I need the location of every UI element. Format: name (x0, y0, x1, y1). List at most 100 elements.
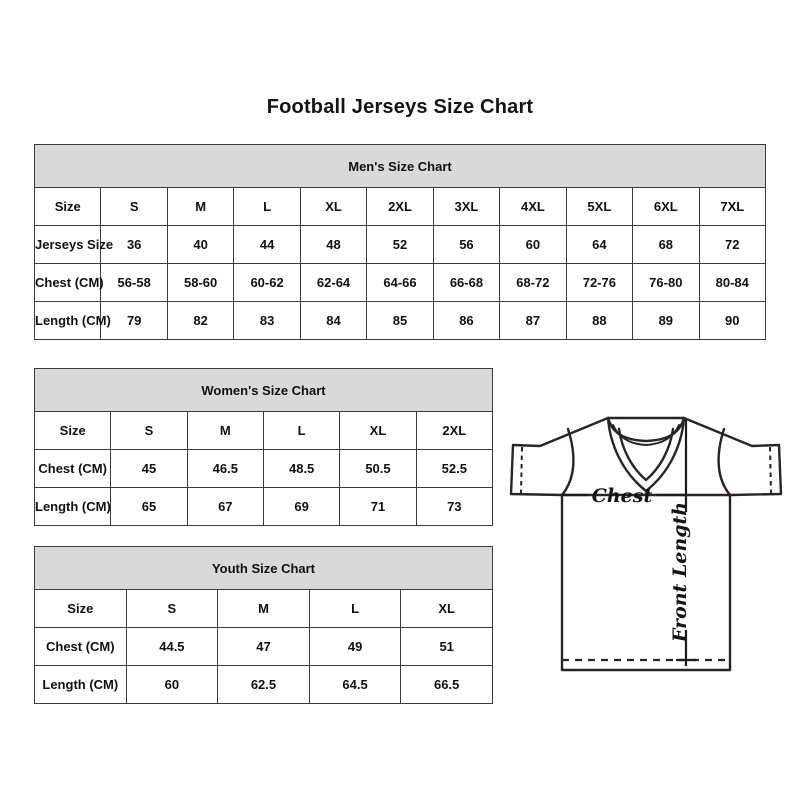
table-caption-row: Women's Size Chart (34, 368, 493, 412)
table-cell: L (262, 411, 341, 450)
table-cell: 68 (632, 225, 700, 264)
youth-size-chart-table: Youth Size Chart Size S M L XL Chest (CM… (34, 546, 493, 704)
table-cell: 48 (299, 225, 368, 264)
row-label: Length (CM) (33, 301, 111, 340)
table-row: Length (CM) 60 62.5 64.5 66.5 (34, 665, 493, 704)
table-cell: 48.5 (262, 449, 341, 488)
table-cell: S (125, 589, 219, 628)
table-cell: 49 (308, 627, 402, 666)
table-cell: XL (299, 187, 368, 226)
row-label: Size (34, 589, 127, 628)
table-cell: M (186, 411, 264, 450)
table-cell: 52.5 (415, 449, 494, 488)
table-cell: 88 (565, 301, 634, 340)
table-cell: 76-80 (632, 263, 700, 302)
row-label: Chest (CM) (33, 263, 104, 302)
table-cell: 84 (299, 301, 368, 340)
table-cell: 60-62 (233, 263, 301, 302)
table-cell: 86 (432, 301, 501, 340)
table-cell: S (110, 411, 188, 450)
womens-size-chart-table: Women's Size Chart Size S M L XL 2XL Che… (33, 368, 494, 526)
table-cell: 85 (366, 301, 434, 340)
table-cell: 7XL (698, 187, 767, 226)
row-label: Jerseys Size (33, 225, 113, 264)
table-cell: 79 (100, 301, 168, 340)
table-cell: 50.5 (339, 449, 417, 488)
table-row: Size S M L XL (34, 589, 493, 628)
table-row: Size S M L XL 2XL 3XL 4XL 5XL 6XL 7XL (33, 187, 767, 226)
row-label: Chest (CM) (34, 627, 127, 666)
table-cell: 51 (400, 627, 493, 666)
table-cell: 44.5 (125, 627, 219, 666)
chest-measure-label: Chest (592, 485, 653, 507)
mens-table-caption: Men's Size Chart (34, 144, 766, 188)
table-cell: 68-72 (499, 263, 567, 302)
row-label: Length (CM) (34, 665, 127, 704)
table-cell: 56-58 (100, 263, 168, 302)
table-row: Length (CM) 65 67 69 71 73 (33, 487, 494, 526)
table-cell: 44 (233, 225, 301, 264)
table-cell: 64.5 (308, 665, 402, 704)
table-row: Chest (CM) 56-58 58-60 60-62 62-64 64-66… (33, 263, 767, 302)
table-cell: 66-68 (432, 263, 501, 302)
table-cell: 56 (432, 225, 501, 264)
table-cell: 72 (698, 225, 767, 264)
table-cell: 2XL (366, 187, 434, 226)
table-cell: 5XL (565, 187, 634, 226)
table-row: Jerseys Size 36 40 44 48 52 56 60 64 68 … (33, 225, 767, 264)
table-cell: M (217, 589, 310, 628)
table-cell: 6XL (632, 187, 700, 226)
table-cell: 62.5 (217, 665, 310, 704)
table-cell: 69 (262, 487, 341, 526)
table-cell: 40 (166, 225, 235, 264)
youth-table-caption: Youth Size Chart (34, 546, 493, 590)
table-cell: 45 (110, 449, 188, 488)
table-cell: 89 (632, 301, 700, 340)
table-cell: 4XL (499, 187, 567, 226)
table-cell: 2XL (415, 411, 494, 450)
table-cell: 66.5 (400, 665, 493, 704)
womens-table-caption: Women's Size Chart (34, 368, 493, 412)
table-caption-row: Men's Size Chart (34, 144, 766, 188)
table-row: Size S M L XL 2XL (33, 411, 494, 450)
table-cell: L (308, 589, 402, 628)
table-row: Chest (CM) 45 46.5 48.5 50.5 52.5 (33, 449, 494, 488)
table-cell: 72-76 (565, 263, 634, 302)
mens-size-chart-table: Men's Size Chart Size S M L XL 2XL 3XL 4… (33, 144, 767, 340)
table-cell: 82 (166, 301, 235, 340)
table-cell: 58-60 (166, 263, 235, 302)
table-cell: 62-64 (299, 263, 368, 302)
table-cell: 73 (415, 487, 494, 526)
table-cell: 87 (499, 301, 567, 340)
table-cell: M (166, 187, 235, 226)
table-cell: 90 (698, 301, 767, 340)
table-cell: 64 (565, 225, 634, 264)
table-cell: 46.5 (186, 449, 264, 488)
page-title: Football Jerseys Size Chart (266, 96, 534, 118)
table-cell: 83 (233, 301, 301, 340)
table-cell: 71 (339, 487, 417, 526)
table-cell: 60 (499, 225, 567, 264)
jersey-measurement-diagram: Chest Front Length (500, 398, 792, 694)
table-cell: 52 (366, 225, 434, 264)
table-cell: 64-66 (366, 263, 434, 302)
front-length-measure-label: Front Length (669, 502, 691, 643)
table-cell: 47 (217, 627, 310, 666)
row-label: Length (CM) (33, 487, 112, 526)
table-cell: 80-84 (698, 263, 767, 302)
table-cell: 3XL (432, 187, 501, 226)
table-cell: XL (400, 589, 493, 628)
table-cell: 65 (110, 487, 188, 526)
table-cell: S (100, 187, 168, 226)
table-cell: XL (339, 411, 417, 450)
row-label: Size (33, 187, 102, 226)
table-cell: L (233, 187, 301, 226)
table-cell: 36 (100, 225, 168, 264)
row-label: Size (33, 411, 112, 450)
table-caption-row: Youth Size Chart (34, 546, 493, 590)
table-cell: 67 (186, 487, 264, 526)
row-label: Chest (CM) (33, 449, 112, 488)
table-row: Length (CM) 79 82 83 84 85 86 87 88 89 9… (33, 301, 767, 340)
table-row: Chest (CM) 44.5 47 49 51 (34, 627, 493, 666)
table-cell: 60 (125, 665, 219, 704)
